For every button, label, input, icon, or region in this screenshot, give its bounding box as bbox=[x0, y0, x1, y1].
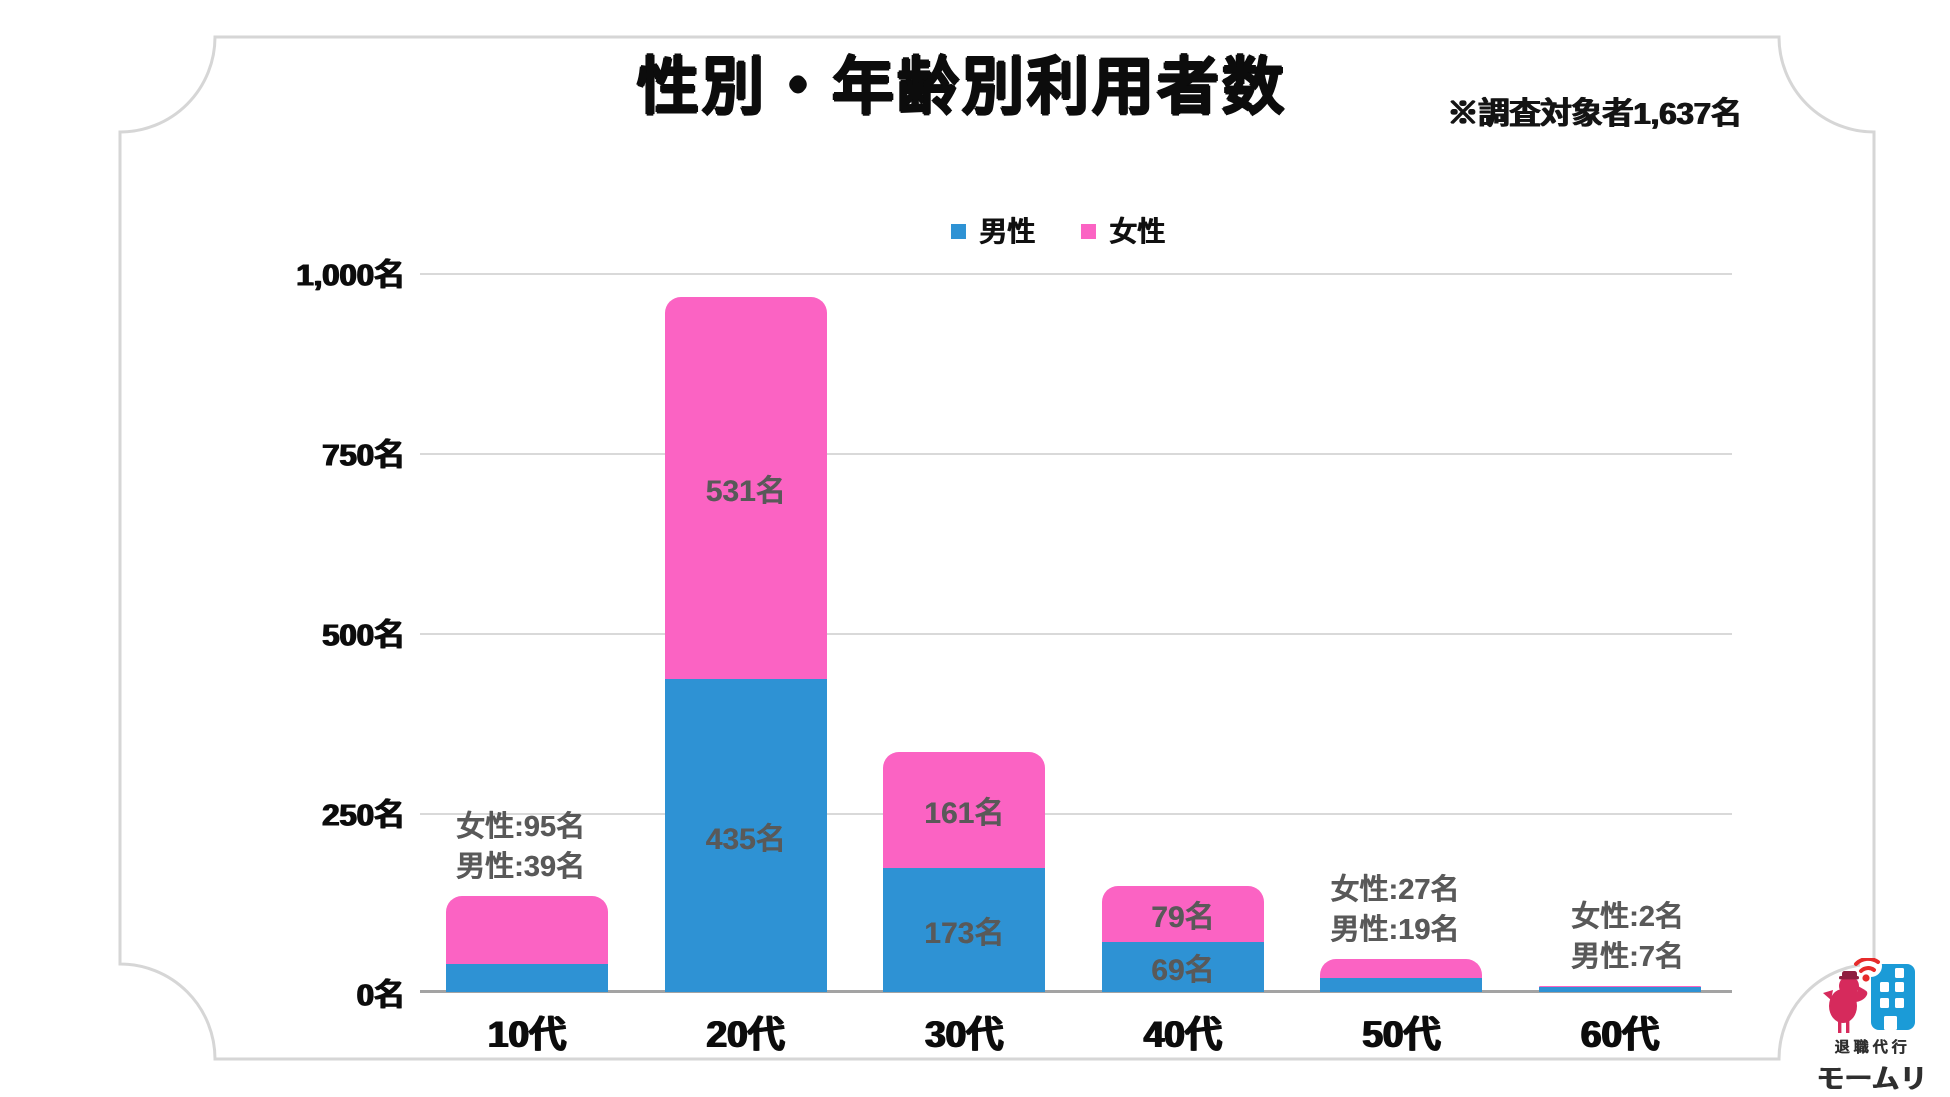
bar-value-male-50代: 男性:19名 bbox=[1330, 913, 1460, 946]
x-axis-line bbox=[420, 990, 1732, 993]
bar-value-female-40代: 79名 bbox=[1151, 900, 1215, 934]
legend: 男性 女性 bbox=[950, 210, 1165, 250]
bar-value-female-30代: 161名 bbox=[924, 796, 1005, 830]
bar-segment-female-30代: 161名 bbox=[883, 751, 1046, 868]
y-axis: 1,000名 750名 500名 250名 0名 bbox=[0, 258, 405, 1013]
gridline-1000 bbox=[420, 273, 1732, 275]
bar-30代: 161名 173名 bbox=[883, 751, 1046, 992]
plot-area: 女性:95名 男性:39名 531名 435名 161名 173名 79名 69名 女性:27名… bbox=[420, 273, 1732, 993]
gridline-250 bbox=[420, 813, 1732, 815]
bar-value-female-60代: 女性:2名 bbox=[1571, 900, 1684, 933]
legend-label-female: 女性 bbox=[1109, 216, 1166, 247]
legend-item-female: 女性 bbox=[1081, 210, 1165, 250]
bar-20代: 531名 435名 bbox=[664, 297, 827, 992]
bar-60代 bbox=[1539, 985, 1701, 992]
legend-item-male: 男性 bbox=[950, 210, 1035, 250]
y-tick: 0名 bbox=[356, 977, 405, 1013]
momuri-logo: 退職代行 モームリ bbox=[1795, 958, 1950, 1096]
bar-value-male-60代: 男性:7名 bbox=[1571, 940, 1684, 973]
x-tick-10代: 10代 bbox=[487, 1014, 567, 1055]
bar-segment-male-20代: 435名 bbox=[664, 679, 827, 992]
legend-label-male: 男性 bbox=[978, 216, 1035, 247]
logo-service-type: 退職代行 bbox=[1834, 1039, 1911, 1056]
bar-40代: 79名 69名 bbox=[1101, 885, 1264, 992]
bar-segment-female-10代 bbox=[446, 895, 608, 964]
bar-values-note-50代: 女性:27名 男性:19名 bbox=[1330, 870, 1459, 950]
bar-segment-male-10代 bbox=[446, 963, 608, 992]
gridline-750 bbox=[420, 453, 1732, 455]
bar-50代 bbox=[1320, 958, 1483, 992]
bar-value-female-10代: 女性:95名 bbox=[456, 810, 585, 843]
x-axis-labels: 10代 20代 30代 40代 50代 60代 bbox=[420, 1004, 1732, 1055]
bar-segment-female-60代 bbox=[1539, 985, 1701, 987]
bar-value-female-20代: 531名 bbox=[705, 475, 786, 509]
y-tick: 750名 bbox=[322, 437, 405, 473]
y-tick: 1,000名 bbox=[296, 257, 405, 293]
bar-10代 bbox=[446, 895, 608, 992]
x-tick-30代: 30代 bbox=[925, 1014, 1004, 1055]
bar-segment-male-50代 bbox=[1320, 978, 1483, 992]
bar-segment-female-20代: 531名 bbox=[664, 297, 827, 680]
y-tick: 500名 bbox=[322, 617, 405, 653]
survey-sample-note: ※調査対象者1,637名 bbox=[1447, 96, 1742, 131]
momuri-logo-icon bbox=[1822, 958, 1915, 1033]
legend-swatch-female-icon bbox=[1081, 223, 1096, 239]
bar-value-male-10代: 男性:39名 bbox=[456, 850, 585, 883]
bar-segment-female-40代: 79名 bbox=[1101, 885, 1264, 943]
logo-brand-name: モームリ bbox=[1816, 1064, 1929, 1094]
gridline-500 bbox=[420, 633, 1732, 635]
bar-segment-female-50代 bbox=[1320, 958, 1483, 979]
legend-swatch-male-icon bbox=[950, 223, 966, 239]
page-title: 性別・年齢別利用者数 bbox=[636, 53, 1288, 122]
bar-value-female-50代: 女性:27名 bbox=[1330, 873, 1460, 906]
bar-values-note-60代: 女性:2名男性:7名 bbox=[1571, 897, 1684, 977]
bar-values-note-10代: 女性:95名 男性:39名 bbox=[456, 807, 585, 887]
y-tick: 250名 bbox=[322, 797, 405, 833]
x-tick-40代: 40代 bbox=[1143, 1014, 1222, 1055]
bar-segment-male-30代: 173名 bbox=[883, 867, 1046, 992]
bar-segment-male-60代 bbox=[1539, 986, 1701, 992]
bar-value-male-20代: 435名 bbox=[705, 822, 786, 856]
x-tick-60代: 60代 bbox=[1580, 1014, 1660, 1055]
x-tick-50代: 50代 bbox=[1362, 1014, 1441, 1055]
bar-value-male-30代: 173名 bbox=[924, 916, 1005, 950]
bar-segment-male-40代: 69名 bbox=[1101, 942, 1264, 992]
x-tick-20代: 20代 bbox=[706, 1014, 785, 1055]
bar-value-male-40代: 69名 bbox=[1151, 954, 1215, 988]
